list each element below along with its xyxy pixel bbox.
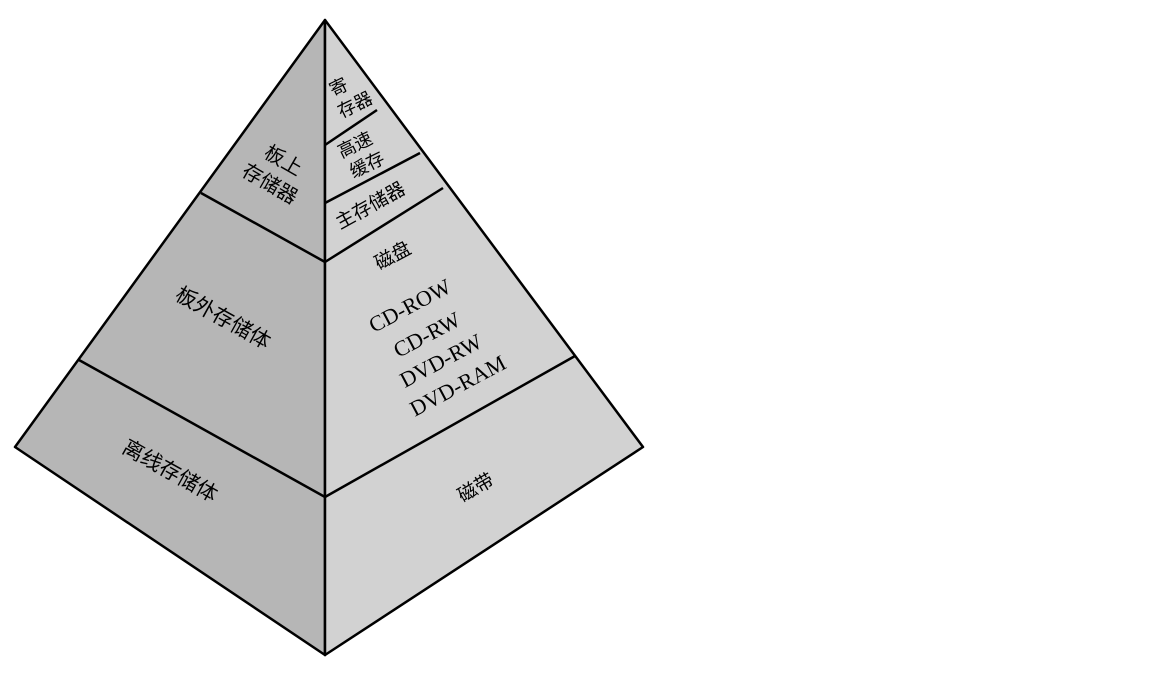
right-subdivider-1 [324, 108, 378, 147]
right-divider-bottom [324, 354, 576, 499]
right-divider-top [324, 186, 444, 264]
left-divider-bottom [78, 358, 326, 499]
pyramid-left-face [13, 18, 327, 657]
right-subdivider-2 [324, 151, 421, 205]
pyramid-right-face [323, 18, 645, 657]
left-divider-top [200, 191, 326, 264]
